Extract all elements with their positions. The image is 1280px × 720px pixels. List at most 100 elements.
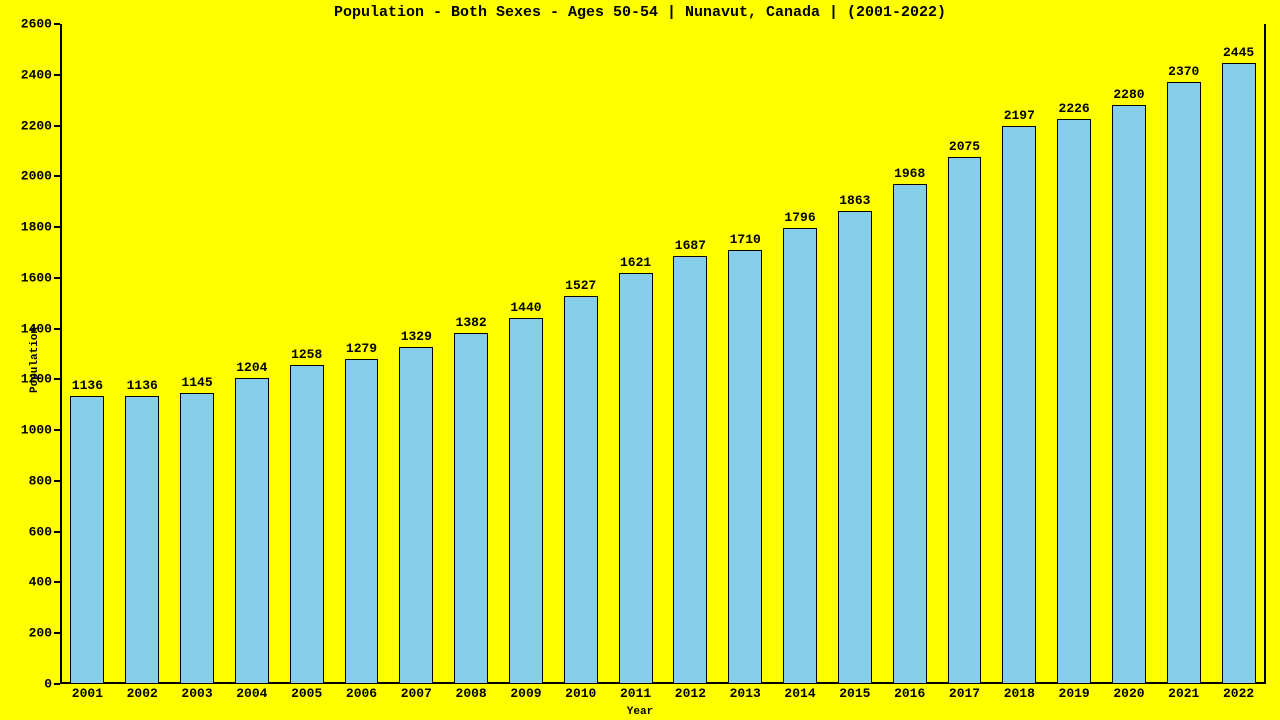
bar — [235, 378, 269, 684]
x-tick-label: 2009 — [510, 686, 541, 701]
bar — [838, 211, 872, 684]
bar-value-label: 1968 — [894, 166, 925, 181]
bar — [1002, 126, 1036, 684]
bar — [70, 396, 104, 684]
y-tick-label: 0 — [12, 677, 52, 692]
bar-value-label: 1279 — [346, 341, 377, 356]
x-tick-label: 2014 — [784, 686, 815, 701]
y-tick-label: 800 — [12, 473, 52, 488]
x-tick-label: 2005 — [291, 686, 322, 701]
bar — [454, 333, 488, 684]
y-tick-mark — [54, 531, 60, 533]
bar — [893, 184, 927, 684]
bar-value-label: 1258 — [291, 347, 322, 362]
x-tick-label: 2012 — [675, 686, 706, 701]
y-tick-label: 1200 — [12, 372, 52, 387]
axis-line — [60, 24, 62, 684]
y-tick-label: 200 — [12, 626, 52, 641]
x-axis-label: Year — [0, 706, 1280, 718]
bar-value-label: 1204 — [236, 360, 267, 375]
y-tick-label: 1600 — [12, 270, 52, 285]
bar-value-label: 1440 — [510, 300, 541, 315]
y-tick-mark — [54, 378, 60, 380]
bar-value-label: 1796 — [784, 210, 815, 225]
bar-value-label: 1145 — [181, 375, 212, 390]
x-tick-label: 2002 — [127, 686, 158, 701]
y-tick-mark — [54, 23, 60, 25]
y-tick-label: 1000 — [12, 423, 52, 438]
bar-value-label: 2445 — [1223, 45, 1254, 60]
bar-value-label: 1527 — [565, 278, 596, 293]
bar — [1222, 63, 1256, 684]
bar-value-label: 2226 — [1059, 101, 1090, 116]
bar-value-label: 1621 — [620, 255, 651, 270]
x-tick-label: 2003 — [181, 686, 212, 701]
bar-value-label: 1136 — [72, 378, 103, 393]
bar — [125, 396, 159, 684]
bar — [948, 157, 982, 684]
y-tick-mark — [54, 632, 60, 634]
y-tick-mark — [54, 175, 60, 177]
x-tick-label: 2011 — [620, 686, 651, 701]
x-tick-label: 2016 — [894, 686, 925, 701]
y-tick-mark — [54, 74, 60, 76]
y-tick-mark — [54, 226, 60, 228]
x-tick-label: 2010 — [565, 686, 596, 701]
bar-value-label: 1687 — [675, 238, 706, 253]
bar-value-label: 1382 — [456, 315, 487, 330]
y-tick-label: 1800 — [12, 220, 52, 235]
y-tick-label: 2400 — [12, 67, 52, 82]
x-tick-label: 2013 — [730, 686, 761, 701]
bar — [509, 318, 543, 684]
bar — [399, 347, 433, 684]
bar-value-label: 1136 — [127, 378, 158, 393]
y-tick-mark — [54, 683, 60, 685]
x-tick-label: 2022 — [1223, 686, 1254, 701]
y-tick-mark — [54, 429, 60, 431]
axis-line — [1264, 24, 1266, 684]
y-tick-label: 2200 — [12, 118, 52, 133]
y-tick-label: 2600 — [12, 17, 52, 32]
bar — [345, 359, 379, 684]
x-tick-label: 2019 — [1059, 686, 1090, 701]
bar-value-label: 1863 — [839, 193, 870, 208]
bar-value-label: 2197 — [1004, 108, 1035, 123]
plot-area: 0200400600800100012001400160018002000220… — [60, 24, 1266, 684]
x-tick-label: 2015 — [839, 686, 870, 701]
x-tick-label: 2001 — [72, 686, 103, 701]
bar-value-label: 2280 — [1113, 87, 1144, 102]
y-tick-label: 400 — [12, 575, 52, 590]
chart-title: Population - Both Sexes - Ages 50-54 | N… — [0, 4, 1280, 21]
bar — [1112, 105, 1146, 684]
y-tick-label: 600 — [12, 524, 52, 539]
bar — [1167, 82, 1201, 684]
bar — [783, 228, 817, 684]
bar-value-label: 1710 — [730, 232, 761, 247]
x-tick-label: 2020 — [1113, 686, 1144, 701]
bar-value-label: 2370 — [1168, 64, 1199, 79]
bar — [1057, 119, 1091, 684]
y-tick-mark — [54, 125, 60, 127]
bar-value-label: 1329 — [401, 329, 432, 344]
y-tick-mark — [54, 328, 60, 330]
chart-root: Population - Both Sexes - Ages 50-54 | N… — [0, 0, 1280, 720]
bar — [619, 273, 653, 684]
x-tick-label: 2008 — [456, 686, 487, 701]
y-tick-mark — [54, 277, 60, 279]
x-tick-label: 2018 — [1004, 686, 1035, 701]
bar — [290, 365, 324, 684]
bar — [180, 393, 214, 684]
bar-value-label: 2075 — [949, 139, 980, 154]
y-tick-label: 2000 — [12, 169, 52, 184]
x-tick-label: 2006 — [346, 686, 377, 701]
x-tick-label: 2021 — [1168, 686, 1199, 701]
bar — [564, 296, 598, 684]
y-tick-mark — [54, 581, 60, 583]
y-tick-mark — [54, 480, 60, 482]
bar — [673, 256, 707, 684]
x-tick-label: 2007 — [401, 686, 432, 701]
bar — [728, 250, 762, 684]
x-tick-label: 2017 — [949, 686, 980, 701]
x-tick-label: 2004 — [236, 686, 267, 701]
y-tick-label: 1400 — [12, 321, 52, 336]
